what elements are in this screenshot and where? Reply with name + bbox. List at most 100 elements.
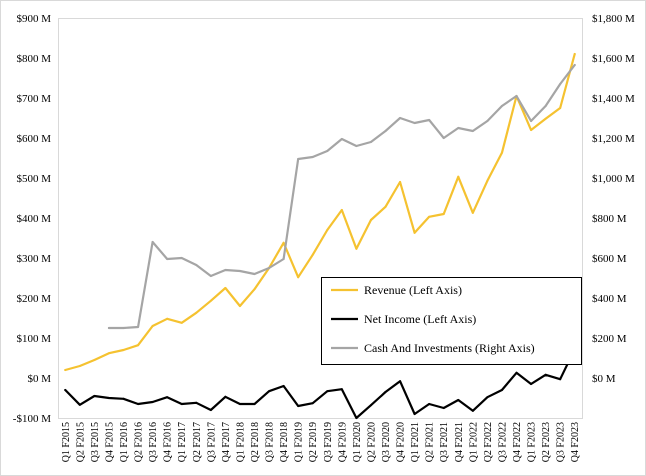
y-right-tick-label: $400 M xyxy=(592,293,627,305)
x-axis: Q1 F2015 Q2 F2015 Q3 F2015 Q4 F2015 Q1 F2016… xyxy=(61,422,581,462)
cash-and-investments-point xyxy=(369,141,372,143)
cash-and-investments-point xyxy=(471,130,474,132)
legend-entry-cash-and-investments: Cash And Investments (Right Axis) xyxy=(331,341,535,355)
net-income-point xyxy=(399,380,402,383)
revenue-point xyxy=(282,241,285,244)
y-right-tick-label: $800 M xyxy=(592,213,627,225)
y-left-tick-label: $100 M xyxy=(16,333,51,345)
cash-and-investments-point xyxy=(442,137,445,139)
y-right-tick-label: $200 M xyxy=(592,333,627,345)
net-income-point xyxy=(297,405,300,407)
cash-and-investments-point xyxy=(413,122,416,124)
cash-and-investments-point xyxy=(253,273,256,275)
x-tick-label: Q4 F2017 xyxy=(221,422,232,462)
cash-and-investments-point xyxy=(384,130,387,132)
y-left-tick-label: $300 M xyxy=(16,253,51,265)
revenue-point xyxy=(428,215,431,218)
x-tick-label: Q2 F2016 xyxy=(134,422,145,462)
x-tick-label: Q2 F2017 xyxy=(192,422,203,462)
revenue-point xyxy=(137,344,140,347)
revenue-point xyxy=(355,247,358,250)
y-right-tick-label: $600 M xyxy=(592,253,627,265)
cash-and-investments-point xyxy=(268,267,271,269)
x-tick-label: Q1 F2017 xyxy=(177,422,188,462)
x-tick-label: Q2 F2023 xyxy=(541,422,552,462)
revenue-point xyxy=(195,311,198,314)
series-cash-and-investments xyxy=(107,63,576,330)
y-left-tick-label: $500 M xyxy=(16,173,51,185)
net-income-point xyxy=(107,397,110,399)
cash-and-investments-point xyxy=(559,83,562,85)
revenue-point xyxy=(413,231,416,234)
cash-and-investments-point xyxy=(166,258,169,260)
legend-label-cash-and-investments: Cash And Investments (Right Axis) xyxy=(364,341,535,355)
net-income-point xyxy=(224,395,227,398)
x-tick-label: Q2 F2021 xyxy=(425,422,436,462)
x-tick-label: Q4 F2015 xyxy=(104,422,115,462)
y-left-tick-label: $800 M xyxy=(16,53,51,65)
revenue-point xyxy=(122,349,125,351)
revenue-point xyxy=(224,287,227,289)
cash-and-investments-point xyxy=(137,326,140,328)
x-tick-label: Q3 F2015 xyxy=(90,422,101,462)
cash-and-investments-point xyxy=(355,145,358,147)
y-left-tick-label: $400 M xyxy=(16,213,51,225)
net-income-point xyxy=(209,409,212,411)
net-income-point xyxy=(384,391,387,393)
x-tick-label: Q2 F2020 xyxy=(366,422,377,462)
net-income-point xyxy=(486,396,489,399)
revenue-point xyxy=(297,276,300,279)
x-tick-label: Q4 F2016 xyxy=(163,422,174,462)
series-net-income xyxy=(64,348,576,420)
cash-and-investments-point xyxy=(500,105,503,107)
revenue-point xyxy=(471,211,474,214)
revenue-point xyxy=(238,305,241,307)
cash-and-investments-point xyxy=(326,150,329,152)
net-income-point xyxy=(457,399,460,401)
revenue-point xyxy=(457,175,460,178)
revenue-point xyxy=(530,129,533,131)
x-tick-label: Q4 F2019 xyxy=(337,422,348,462)
cash-and-investments-point xyxy=(544,105,547,107)
x-tick-label: Q4 F2023 xyxy=(570,422,581,462)
net-income-point xyxy=(311,402,314,405)
cash-and-investments-point xyxy=(122,327,125,329)
y-right-tick-label: $1,200 M xyxy=(592,133,635,145)
y-axis-left: $900 M $800 M $700 M $600 M $500 M $400 M $300… xyxy=(13,13,51,425)
x-tick-label: Q2 F2018 xyxy=(250,422,261,462)
cash-and-investments-point xyxy=(195,264,198,266)
net-income-point xyxy=(166,396,169,399)
net-income-point xyxy=(369,404,372,407)
revenue-point xyxy=(486,179,489,182)
x-tick-label: Q4 F2020 xyxy=(396,422,407,462)
legend-label-revenue: Revenue (Left Axis) xyxy=(364,283,462,297)
revenue-point xyxy=(369,219,372,221)
x-tick-label: Q4 F2022 xyxy=(512,422,523,462)
x-tick-label: Q1 F2019 xyxy=(294,422,305,462)
series-layer xyxy=(64,52,576,420)
x-tick-label: Q1 F2015 xyxy=(61,422,72,462)
net-income-point xyxy=(268,390,271,393)
series-revenue xyxy=(64,52,576,372)
revenue-point xyxy=(78,365,81,367)
cash-and-investments-point xyxy=(428,119,431,121)
cash-and-investments-point xyxy=(238,270,241,272)
revenue-point xyxy=(209,299,212,302)
y-left-tick-label: $200 M xyxy=(16,293,51,305)
cash-and-investments-point xyxy=(573,64,576,66)
cash-and-investments-point xyxy=(224,269,227,271)
cash-and-investments-point xyxy=(486,120,489,122)
revenue-line xyxy=(64,52,576,372)
legend-label-net-income: Net Income (Left Axis) xyxy=(364,312,476,326)
x-tick-label: Q3 F2021 xyxy=(439,422,450,462)
net-income-point xyxy=(471,409,474,412)
cash-and-investments-point xyxy=(151,241,154,243)
x-tick-label: Q1 F2020 xyxy=(352,422,363,462)
net-income-point xyxy=(544,373,547,376)
cash-and-investments-point xyxy=(209,275,212,277)
x-tick-label: Q3 F2020 xyxy=(381,422,392,462)
x-tick-label: Q1 F2016 xyxy=(119,422,130,462)
net-income-point xyxy=(195,401,198,404)
y-axis-right: $1,800 M $1,600 M $1,400 M $1,200 M $1,000 M… xyxy=(592,13,635,385)
